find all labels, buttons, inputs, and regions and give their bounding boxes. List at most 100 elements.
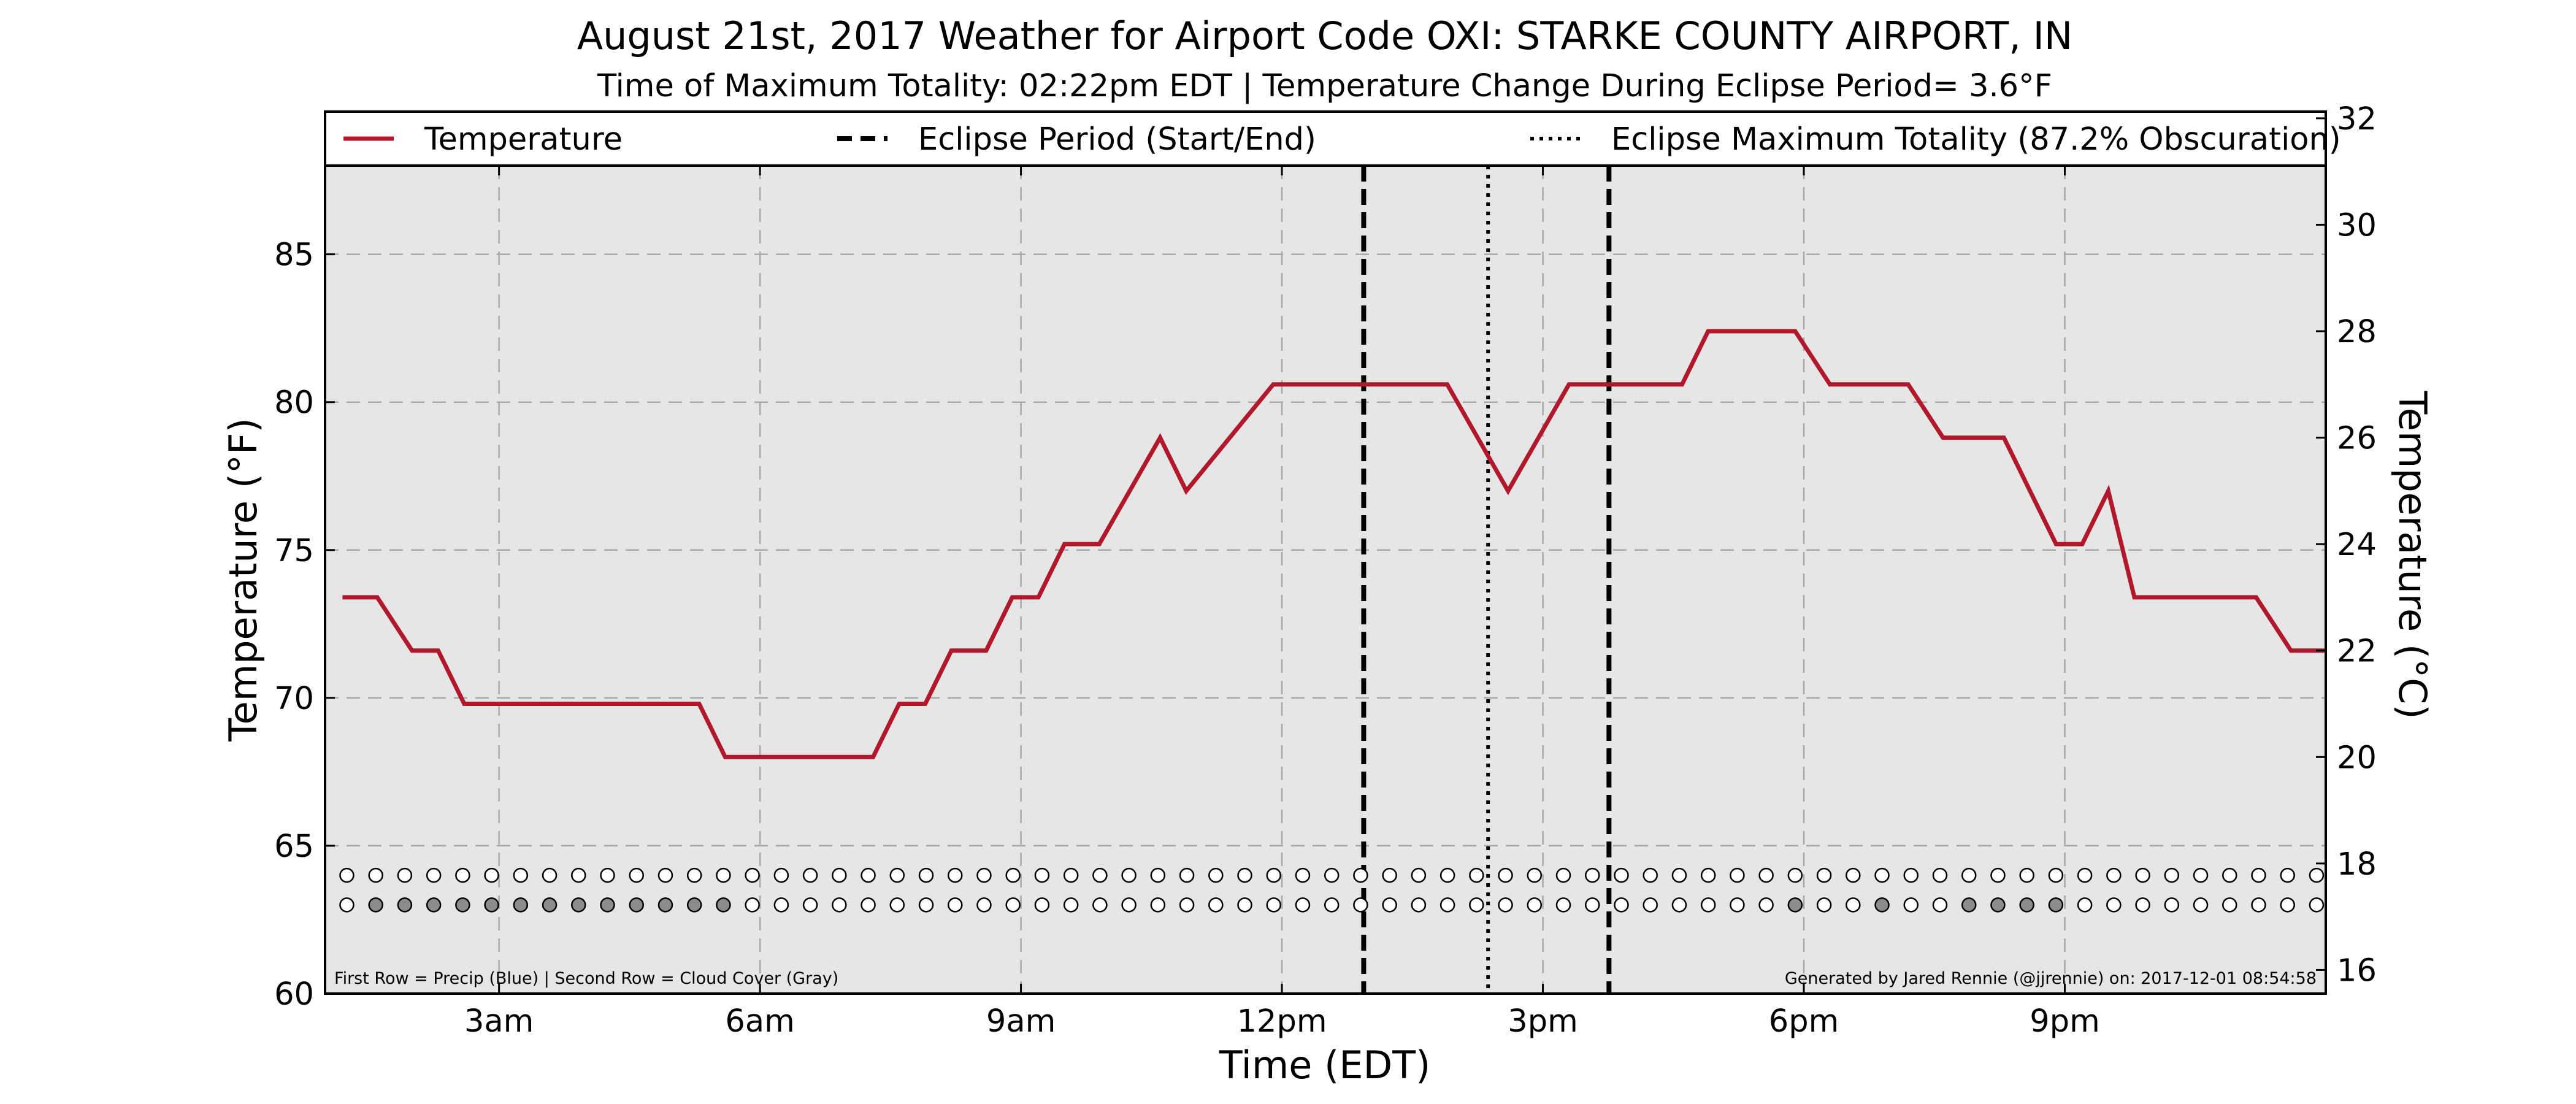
cloud-marker: [832, 897, 847, 913]
cloud-marker: [426, 897, 442, 913]
precip-marker: [571, 867, 586, 883]
precip-marker: [773, 867, 789, 883]
precip-marker: [976, 867, 992, 883]
cloud-marker: [1787, 897, 1803, 913]
series-layer: [342, 329, 2326, 759]
chart-title: August 21st, 2017 Weather for Airport Co…: [577, 13, 2073, 58]
grid: [325, 166, 2326, 994]
precip-marker: [1295, 867, 1311, 883]
cloud-marker: [657, 897, 673, 913]
cloud-marker: [1990, 897, 2006, 913]
cloud-marker: [397, 897, 413, 913]
y-tick-label-right: 22: [2337, 634, 2377, 670]
precip-marker: [1700, 867, 1716, 883]
precip-marker: [1005, 867, 1021, 883]
precip-marker: [339, 867, 355, 883]
precip-marker: [1614, 867, 1629, 883]
cloud-marker: [773, 897, 789, 913]
precip-marker: [1730, 867, 1745, 883]
cloud-marker: [1266, 897, 1282, 913]
cloud-marker: [455, 897, 470, 913]
y-tick-label-left: 60: [274, 976, 314, 1013]
precip-marker: [1671, 867, 1687, 883]
precip-marker: [1237, 867, 1252, 883]
precip-marker: [1469, 867, 1484, 883]
precip-marker: [513, 867, 529, 883]
condition-markers: [339, 867, 2325, 913]
precip-marker: [2077, 867, 2093, 883]
precip-marker: [1498, 867, 1513, 883]
cloud-marker: [1179, 897, 1195, 913]
axis-ticks: 3am 6am 9am 12pm 3pm 6pm 9pm 60 65 70 75 80 85 16 18 20…: [274, 101, 2377, 1040]
cloud-marker: [1208, 897, 1224, 913]
precip-marker: [1555, 867, 1571, 883]
precip-marker: [716, 867, 731, 883]
cloud-marker: [2309, 897, 2325, 913]
legend-label: Temperature: [424, 121, 623, 158]
cloud-marker: [802, 897, 818, 913]
x-tick-label: 12pm: [1237, 1003, 1327, 1040]
cloud-marker: [1585, 897, 1600, 913]
cloud-marker: [1498, 897, 1513, 913]
cloud-marker: [1614, 897, 1629, 913]
y-tick-label-right: 20: [2337, 740, 2377, 776]
precip-marker: [2251, 867, 2266, 883]
y-tick-label-right: 28: [2337, 314, 2377, 350]
footnote-left: First Row = Precip (Blue) | Second Row =…: [334, 969, 838, 988]
precip-marker: [426, 867, 442, 883]
cloud-marker: [571, 897, 586, 913]
precip-marker: [947, 867, 963, 883]
cloud-marker: [2251, 897, 2266, 913]
y-tick-label-left: 85: [274, 237, 314, 274]
precip-marker: [1324, 867, 1340, 883]
precip-marker: [1439, 867, 1455, 883]
y-tick-label-right: 16: [2337, 953, 2377, 989]
cloud-marker: [686, 897, 702, 913]
cloud-marker: [976, 897, 992, 913]
chart-subtitle: Time of Maximum Totality: 02:22pm EDT | …: [597, 68, 2052, 104]
cloud-marker: [2280, 897, 2295, 913]
legend-label: Eclipse Maximum Totality (87.2% Obscurat…: [1611, 121, 2341, 158]
cloud-marker: [918, 897, 934, 913]
precip-marker: [1063, 867, 1079, 883]
cloud-marker: [1382, 897, 1397, 913]
precip-marker: [657, 867, 673, 883]
precip-marker: [2106, 867, 2122, 883]
precip-marker: [918, 867, 934, 883]
cloud-marker: [1700, 897, 1716, 913]
cloud-marker: [1758, 897, 1774, 913]
x-tick-label: 3pm: [1508, 1003, 1578, 1040]
precip-marker: [1787, 867, 1803, 883]
precip-marker: [832, 867, 847, 883]
cloud-marker: [1903, 897, 1919, 913]
precip-marker: [2135, 867, 2150, 883]
cloud-marker: [1005, 897, 1021, 913]
cloud-marker: [484, 897, 499, 913]
y-tick-label-right: 30: [2337, 207, 2377, 243]
y-tick-label-left: 70: [274, 681, 314, 717]
cloud-marker: [1237, 897, 1252, 913]
precip-marker: [1353, 867, 1368, 883]
precip-marker: [484, 867, 499, 883]
cloud-marker: [889, 897, 905, 913]
precip-marker: [397, 867, 413, 883]
precip-marker: [1874, 867, 1890, 883]
cloud-marker: [1643, 897, 1658, 913]
precip-marker: [2193, 867, 2209, 883]
cloud-marker: [2193, 897, 2209, 913]
cloud-marker: [2019, 897, 2034, 913]
footnote-right: Generated by Jared Rennie (@jjrennie) on…: [1785, 969, 2317, 988]
y-tick-label-right: 24: [2337, 527, 2377, 563]
precip-marker: [686, 867, 702, 883]
precip-marker: [1585, 867, 1600, 883]
precip-marker: [2019, 867, 2034, 883]
y-axis-label-right: Temperature (°C): [2390, 390, 2435, 719]
cloud-marker: [947, 897, 963, 913]
legend-label: Eclipse Period (Start/End): [918, 121, 1316, 158]
cloud-marker: [716, 897, 731, 913]
cloud-marker: [368, 897, 383, 913]
cloud-marker: [600, 897, 615, 913]
cloud-marker: [2135, 897, 2150, 913]
cloud-marker: [1932, 897, 1948, 913]
